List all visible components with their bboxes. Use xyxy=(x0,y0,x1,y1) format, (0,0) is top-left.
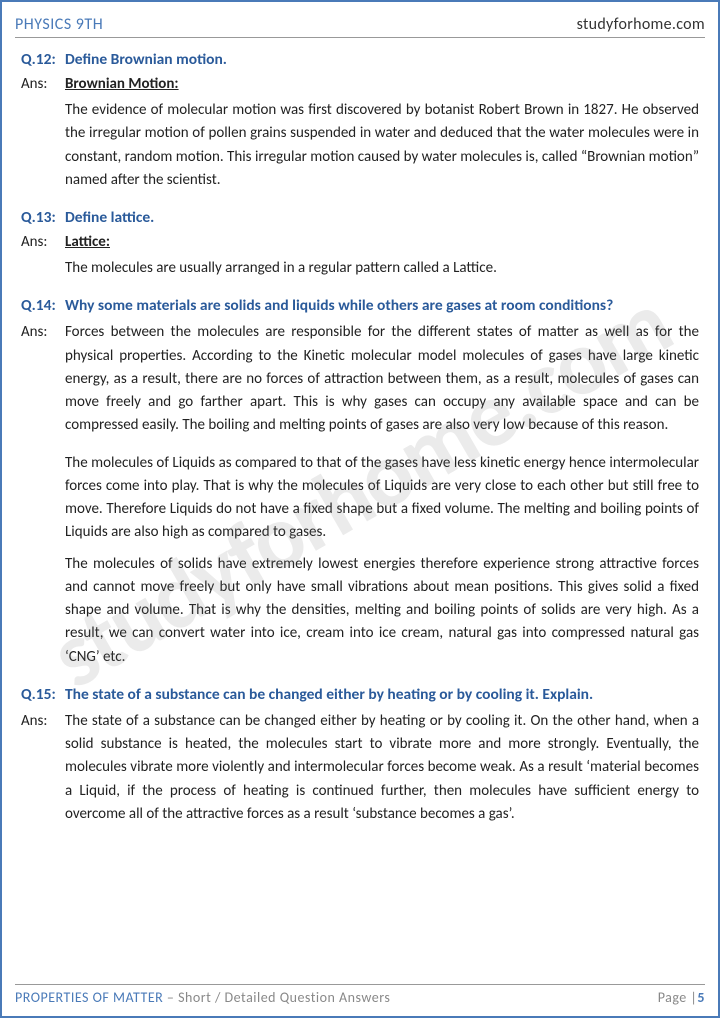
qa-block: Q.14: Why some materials are solids and … xyxy=(21,296,699,669)
page-number: 5 xyxy=(697,989,705,1006)
footer-title: PROPERTIES OF MATTER – Short / Detailed … xyxy=(15,989,390,1006)
page-header: PHYSICS 9TH studyforhome.com xyxy=(15,15,705,38)
answer-label: Ans: xyxy=(21,712,65,730)
answer-label: Ans: xyxy=(21,75,65,93)
answer-paragraph: The molecules are usually arranged in a … xyxy=(65,257,699,280)
question-row: Q.14: Why some materials are solids and … xyxy=(21,296,699,315)
answer-paragraph: Forces between the molecules are respons… xyxy=(65,321,699,437)
answer-label: Ans: xyxy=(21,323,65,341)
question-row: Q.13: Define lattice. xyxy=(21,208,699,227)
answer-paragraph: The molecules of solids have extremely l… xyxy=(65,553,699,669)
page-footer: PROPERTIES OF MATTER – Short / Detailed … xyxy=(15,984,705,1006)
question-text: Define lattice. xyxy=(65,208,154,227)
answer-paragraph: The state of a substance can be changed … xyxy=(65,710,699,826)
footer-page: Page |5 xyxy=(658,989,705,1006)
document-page: studyforhome.com PHYSICS 9TH studyforhom… xyxy=(0,0,720,1018)
question-text: The state of a substance can be changed … xyxy=(65,685,593,704)
page-label: Page | xyxy=(658,989,698,1006)
question-text: Define Brownian motion. xyxy=(65,50,227,69)
footer-subtitle: – Short / Detailed Question Answers xyxy=(163,989,390,1006)
answer-heading: Brownian Motion: xyxy=(65,75,179,93)
footer-chapter: PROPERTIES OF MATTER xyxy=(15,989,163,1006)
question-number: Q.15: xyxy=(21,685,65,704)
answer-row: Ans: The state of a substance can be cha… xyxy=(21,710,699,834)
answer-heading: Lattice: xyxy=(65,233,110,251)
answer-row: Ans: Brownian Motion: xyxy=(21,75,699,93)
question-number: Q.14: xyxy=(21,296,65,315)
qa-block: Q.12: Define Brownian motion. Ans: Brown… xyxy=(21,50,699,192)
question-text: Why some materials are solids and liquid… xyxy=(65,296,613,315)
qa-block: Q.15: The state of a substance can be ch… xyxy=(21,685,699,834)
qa-block: Q.13: Define lattice. Ans: Lattice: The … xyxy=(21,208,699,280)
question-row: Q.15: The state of a substance can be ch… xyxy=(21,685,699,704)
header-subject: PHYSICS 9TH xyxy=(15,15,103,34)
answer-paragraph: The molecules of Liquids as compared to … xyxy=(65,452,699,545)
answer-label: Ans: xyxy=(21,233,65,251)
answer-row: Ans: Forces between the molecules are re… xyxy=(21,321,699,445)
question-number: Q.13: xyxy=(21,208,65,227)
answer-row: Ans: Lattice: xyxy=(21,233,699,251)
question-row: Q.12: Define Brownian motion. xyxy=(21,50,699,69)
content-area: Q.12: Define Brownian motion. Ans: Brown… xyxy=(15,50,705,984)
answer-paragraph: The evidence of molecular motion was fir… xyxy=(65,99,699,192)
header-site: studyforhome.com xyxy=(577,15,705,34)
question-number: Q.12: xyxy=(21,50,65,69)
